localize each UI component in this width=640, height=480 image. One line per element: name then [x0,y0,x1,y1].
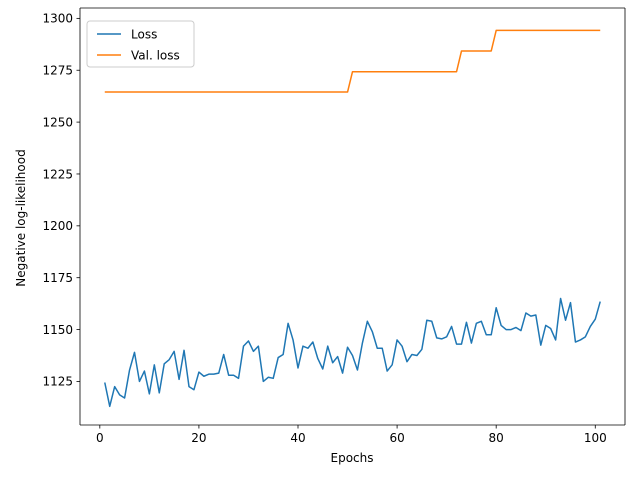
series-line-loss [104,297,601,408]
y-tick-label: 1225 [42,167,73,181]
x-axis-title: Epochs [331,451,374,465]
x-tick-label: 80 [489,431,504,445]
y-tick-label: 1275 [42,64,73,78]
legend-label-loss: Loss [131,28,157,42]
legend: Loss Val. loss [86,20,195,68]
x-tick-label: 60 [389,431,404,445]
series-layer [104,29,601,408]
x-tick-label: 40 [290,431,305,445]
ticks-layer: 0 20 40 60 80 100 1125 1150 1175 1200 1225 1250 1275… [42,12,606,445]
legend-label-val-loss: Val. loss [131,49,180,63]
y-tick-label: 1250 [42,115,73,129]
series-line-val-loss [104,29,601,93]
y-tick-label: 1150 [42,323,73,337]
y-tick-label: 1125 [42,375,73,389]
x-tick-label: 100 [584,431,607,445]
x-tick-label: 20 [191,431,206,445]
y-tick-label: 1175 [42,271,73,285]
y-tick-label: 1200 [42,219,73,233]
y-tick-label: 1300 [42,12,73,26]
x-tick-label: 0 [96,431,104,445]
y-axis-title: Negative log-likelihood [14,149,28,286]
axes-layer [79,7,626,426]
